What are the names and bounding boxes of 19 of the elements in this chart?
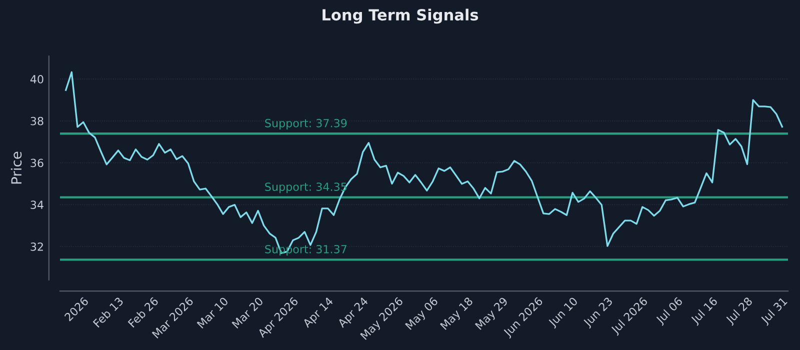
x-tick-label: Mar 10 [196,296,229,329]
line-series [64,71,784,254]
x-tick-label: Jul 31 [760,296,789,326]
x-tick-label: Feb 13 [92,296,124,328]
x-tick-label: Jul 06 [654,296,684,326]
chart-title: Long Term Signals [322,8,478,24]
y-tick-label: 40 [30,75,44,84]
y-tick-label: 34 [30,200,44,210]
x-tick-label: Feb 26 [128,296,159,328]
x-tick-label: Jun 10 [547,296,580,329]
x-tick-label: Jul 16 [690,296,720,326]
ref-line-label: Support: 37.39 [265,118,347,130]
x-tick-label: Mar 20 [232,296,264,329]
y-tick-label: 32 [30,242,43,251]
x-tick-label: Apr 14 [302,296,336,330]
y-tick-label: 38 [30,116,44,126]
y-axis-title: Price [10,152,22,184]
y-tick-label: 36 [30,158,44,168]
x-tick-label: Jul 28 [724,296,754,326]
